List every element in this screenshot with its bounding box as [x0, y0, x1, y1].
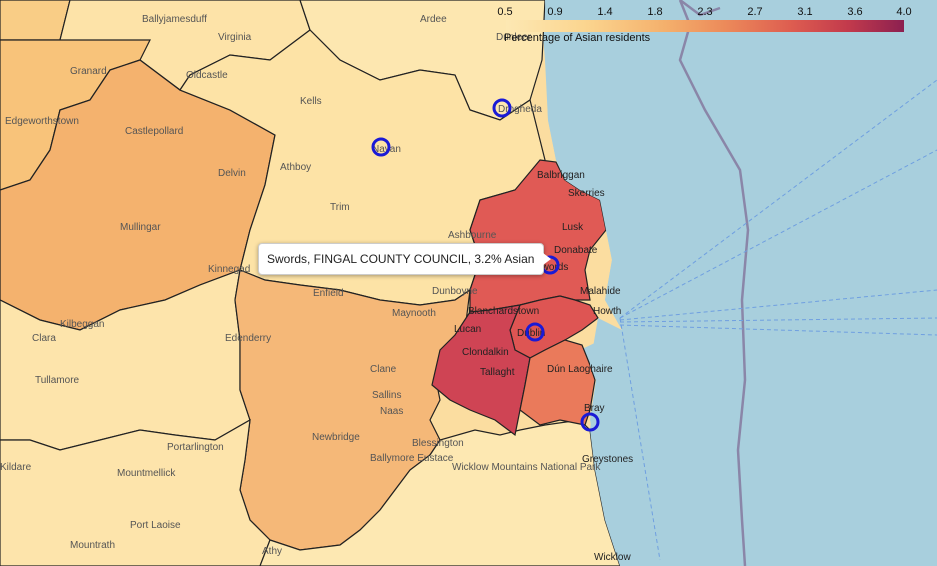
place-label: Trim — [330, 202, 350, 213]
region-dun-laoghaire[interactable] — [519, 339, 596, 426]
place-label: Mullingar — [120, 222, 161, 233]
place-labels: Ballyjamesduff Virginia Ardee Dunleer Gr… — [0, 14, 633, 563]
place-label: Sallins — [372, 390, 401, 401]
place-label: Dublin — [517, 328, 545, 339]
place-label: Naas — [380, 406, 403, 417]
legend-tick: 0.5 — [497, 6, 513, 18]
place-label: Maynooth — [392, 308, 436, 319]
place-label: Granard — [70, 66, 107, 77]
place-label: Balbriggan — [537, 170, 585, 181]
place-label: Ballyjamesduff — [142, 14, 207, 25]
place-label: Malahide — [580, 286, 621, 297]
place-label: Port Laoise — [130, 520, 181, 531]
place-label: Donabate — [554, 245, 598, 256]
place-label: Blanchardstown — [468, 306, 539, 317]
place-label: Castlepollard — [125, 126, 183, 137]
place-label: Mountrath — [70, 540, 115, 551]
place-label: Clane — [370, 364, 397, 375]
place-label: Tallaght — [480, 367, 515, 378]
shipping-lanes — [619, 79, 937, 561]
place-label: Athboy — [280, 162, 311, 173]
place-label: Kells — [300, 96, 322, 107]
place-label: Clara — [32, 333, 56, 344]
place-label: Ashbourne — [448, 230, 497, 241]
legend-tick: 3.1 — [797, 6, 813, 18]
maritime-border — [678, 0, 750, 566]
legend-tick: 0.9 — [547, 6, 563, 18]
legend-color-bar — [506, 20, 904, 32]
place-label: Greystones — [582, 454, 633, 465]
place-label: Delvin — [218, 168, 246, 179]
place-label: Clondalkin — [462, 347, 509, 358]
place-label: Athy — [262, 546, 282, 557]
place-label: Ardee — [420, 14, 447, 25]
place-label: Lusk — [562, 222, 584, 233]
place-label: Navan — [372, 144, 401, 155]
legend-ticks: 0.5 0.9 1.4 1.8 2.3 2.7 3.1 3.6 4.0 — [496, 6, 912, 20]
place-label: Wicklow — [594, 552, 631, 563]
place-label: Ballymore Eustace — [370, 453, 454, 464]
place-label: Kilbeggan — [60, 319, 104, 330]
place-label: Bray — [584, 403, 605, 414]
legend-tick: 4.0 — [896, 6, 912, 18]
place-label: Portarlington — [167, 442, 224, 453]
place-label: Wicklow Mountains National Park — [452, 462, 601, 473]
place-label: Virginia — [218, 32, 252, 43]
region-south-dublin[interactable] — [431, 304, 531, 437]
place-label: Swords — [535, 262, 568, 273]
legend-tick: 3.6 — [847, 6, 863, 18]
place-label: Dún Laoghaire — [547, 364, 613, 375]
place-label: Mountmellick — [117, 468, 176, 479]
legend-tick: 2.7 — [747, 6, 763, 18]
place-label: Enfield — [313, 288, 344, 299]
legend-tick: 1.8 — [647, 6, 663, 18]
marker-bray[interactable] — [580, 412, 600, 432]
legend-title: Percentage of Asian residents — [504, 32, 651, 44]
marker-drogheda[interactable] — [492, 98, 512, 118]
place-label: Edgeworthstown — [5, 116, 79, 127]
place-label: Dunleer — [496, 32, 532, 43]
marker-navan[interactable] — [371, 137, 391, 157]
marker-dublin[interactable] — [525, 322, 545, 342]
legend-tick: 2.3 — [697, 6, 713, 18]
maritime-border-top — [679, 0, 721, 17]
place-label: Howth — [593, 306, 621, 317]
colorbar-legend: 0.5 0.9 1.4 1.8 2.3 2.7 3.1 3.6 4.0 Perc… — [496, 4, 912, 46]
legend-tick: 1.4 — [597, 6, 613, 18]
place-label: Drogheda — [498, 104, 542, 115]
place-label: Skerries — [568, 188, 605, 199]
place-label: Oldcastle — [186, 70, 228, 81]
place-label: Kildare — [0, 462, 32, 473]
place-label: Newbridge — [312, 432, 360, 443]
place-label: Blessington — [412, 438, 464, 449]
place-label: Kinnegad — [208, 264, 250, 275]
place-label: Dunboyne — [432, 286, 478, 297]
place-label: Edenderry — [225, 333, 271, 344]
place-label: Tullamore — [35, 375, 80, 386]
sea-area — [545, 0, 937, 566]
tooltip-text: Swords, FINGAL COUNTY COUNCIL, 3.2% Asia… — [267, 252, 535, 266]
map-tooltip: Swords, FINGAL COUNTY COUNCIL, 3.2% Asia… — [258, 243, 551, 275]
place-label: Lucan — [454, 324, 481, 335]
